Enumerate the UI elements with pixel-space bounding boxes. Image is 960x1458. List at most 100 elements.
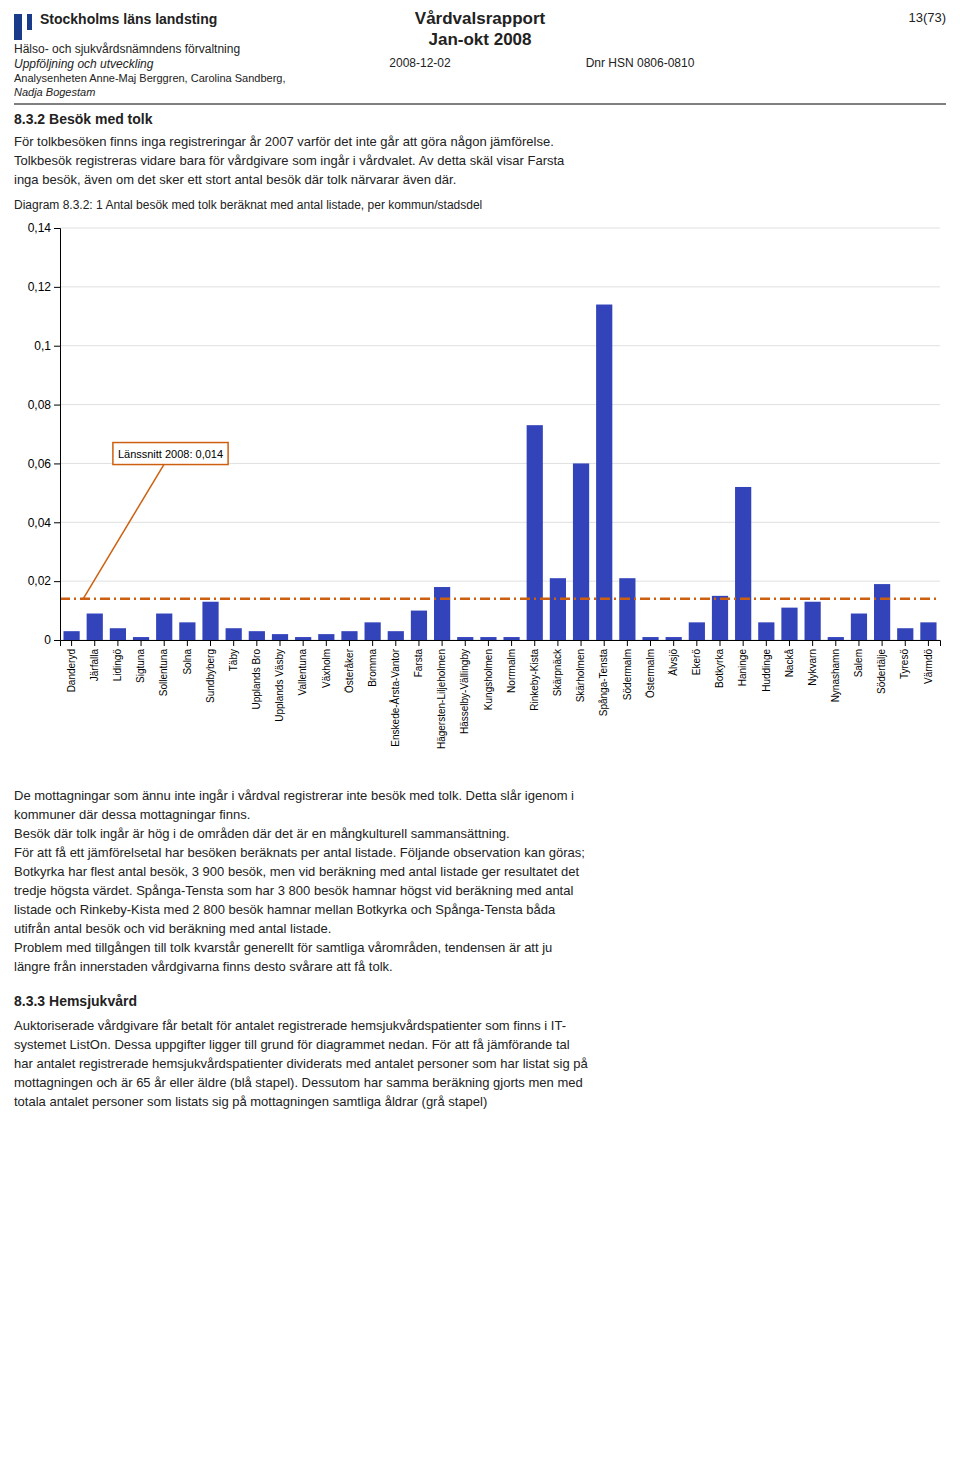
header-center: Jan-okt 2008	[429, 30, 532, 49]
y-axis-line	[54, 229, 61, 641]
x-tick: Bromma	[367, 640, 378, 687]
y-tick: 0,1	[34, 339, 60, 353]
grid-line	[60, 345, 940, 346]
bar	[411, 611, 427, 640]
x-tick-label: Hässelby-Vällingby	[459, 649, 470, 734]
x-tick: Södermalm	[622, 640, 633, 700]
x-tick-label: Nynashamn	[830, 649, 841, 702]
plot-area	[60, 305, 940, 640]
bar	[249, 631, 265, 640]
x-tick-label: Tyresö	[899, 649, 910, 679]
x-tick-label: Järfalla	[89, 649, 100, 682]
body-text: Besök där tolk ingår är hög i de områden…	[14, 826, 510, 841]
y-tick: 0,14	[28, 221, 60, 235]
x-axis-line	[61, 641, 941, 647]
x-tick: Hässelby-Vällingby	[459, 640, 470, 734]
bar	[735, 487, 751, 640]
x-tick-label: Östermalm	[645, 649, 656, 698]
x-tick-label: Enskede-Årsta-Vantor	[389, 648, 401, 746]
x-tick-label: Haninge	[737, 649, 748, 687]
x-tick-mark	[187, 640, 188, 646]
grid-line	[60, 522, 940, 523]
body-text: systemet ListOn. Dessa uppgifter ligger …	[14, 1037, 570, 1052]
x-tick: Vallentuna	[297, 640, 308, 696]
grid-line	[60, 581, 940, 582]
grid-line	[60, 228, 940, 229]
bar	[318, 634, 334, 640]
x-tick-mark	[812, 640, 813, 646]
x-tick-label: Lidingö	[112, 649, 123, 682]
x-tick-label: Södermalm	[622, 649, 633, 700]
bar	[226, 628, 242, 640]
x-tick: Sigtuna	[135, 640, 146, 683]
x-tick: Rinkeby-Kista	[529, 640, 540, 711]
x-tick-label: Bromma	[367, 649, 378, 687]
bar	[781, 608, 797, 640]
body-text: har antalet registrerade hemsjukvårdspat…	[14, 1056, 589, 1071]
x-tick: Sollentuna	[158, 640, 169, 696]
annotation: Länssnitt 2008: 0,014	[83, 443, 228, 599]
x-tick-mark	[534, 640, 535, 646]
x-tick-label: Skärholmen	[575, 649, 586, 702]
x-axis: DanderydJärfallaLidingöSigtunaSollentuna…	[61, 640, 941, 749]
x-tick-label: Spånga-Tensta	[598, 649, 609, 717]
bar	[179, 622, 195, 640]
x-tick-label: Växholm	[321, 649, 332, 688]
x-tick: Växholm	[321, 640, 332, 688]
x-tick: Ekerö	[691, 640, 702, 675]
x-tick: Upplands Väsby	[274, 640, 285, 722]
x-tick: Järfalla	[89, 640, 100, 681]
bar	[828, 637, 844, 640]
x-tick-mark	[650, 640, 651, 646]
x-tick-mark	[303, 640, 304, 646]
x-tick-mark	[210, 640, 211, 646]
page: Stockholms läns landstingHälso- och sjuk…	[0, 0, 960, 1458]
body-text: De mottagningar som ännu inte ingår i vå…	[14, 788, 574, 803]
x-tick-label: Salem	[853, 649, 864, 677]
x-tick-mark	[673, 640, 674, 646]
x-tick: Enskede-Årsta-Vantor	[389, 640, 401, 747]
x-tick: Östermalm	[645, 640, 656, 698]
x-tick-mark	[696, 640, 697, 646]
y-tick: 0	[44, 633, 60, 647]
x-tick-label: Solna	[182, 649, 193, 675]
x-tick-mark	[326, 640, 327, 646]
x-tick-mark	[256, 640, 257, 646]
x-tick-label: Skärpnäck	[552, 648, 563, 696]
x-tick-label: Ekerö	[691, 649, 702, 676]
header-page: 13(73)	[908, 10, 946, 25]
y-tick-mark	[54, 640, 60, 641]
x-tick-label: Värmdö	[923, 649, 934, 684]
x-tick: Salem	[853, 640, 864, 677]
bar	[87, 614, 103, 640]
x-tick: Nykvarn	[807, 640, 818, 686]
header-org: Stockholms läns landsting	[40, 11, 217, 27]
x-tick: Lidingö	[112, 640, 123, 681]
bar	[480, 637, 496, 640]
bar	[341, 631, 357, 640]
section-title: 8.3.3 Hemsjukvård	[14, 993, 137, 1009]
x-tick-mark	[442, 640, 443, 646]
body-text: Auktoriserade vårdgivare får betalt för …	[14, 1018, 566, 1033]
bar	[689, 622, 705, 640]
x-tick-mark	[789, 640, 790, 646]
bar	[156, 614, 172, 640]
x-tick: Skärholmen	[575, 640, 586, 702]
bar	[758, 622, 774, 640]
y-tick-label: 0	[44, 633, 51, 647]
bar	[897, 628, 913, 640]
body-text: För att få ett jämförelsetal har besöken…	[14, 845, 585, 860]
x-tick-mark	[581, 640, 582, 646]
logo-bar	[14, 14, 22, 40]
x-tick: Nynashamn	[830, 640, 841, 702]
x-tick: Tyresö	[899, 640, 910, 679]
annotation-text: Länssnitt 2008: 0,014	[118, 448, 223, 460]
x-tick: Farsta	[413, 640, 424, 677]
x-tick: Värmdö	[923, 640, 934, 684]
x-tick-label: Nykvarn	[807, 649, 818, 686]
y-tick: 0,02	[28, 574, 60, 588]
header-date: 2008-12-02	[389, 56, 451, 70]
annotation-connector	[83, 454, 170, 599]
bar	[642, 637, 658, 640]
body-text: längre från innerstaden vårdgivarna finn…	[14, 959, 393, 974]
